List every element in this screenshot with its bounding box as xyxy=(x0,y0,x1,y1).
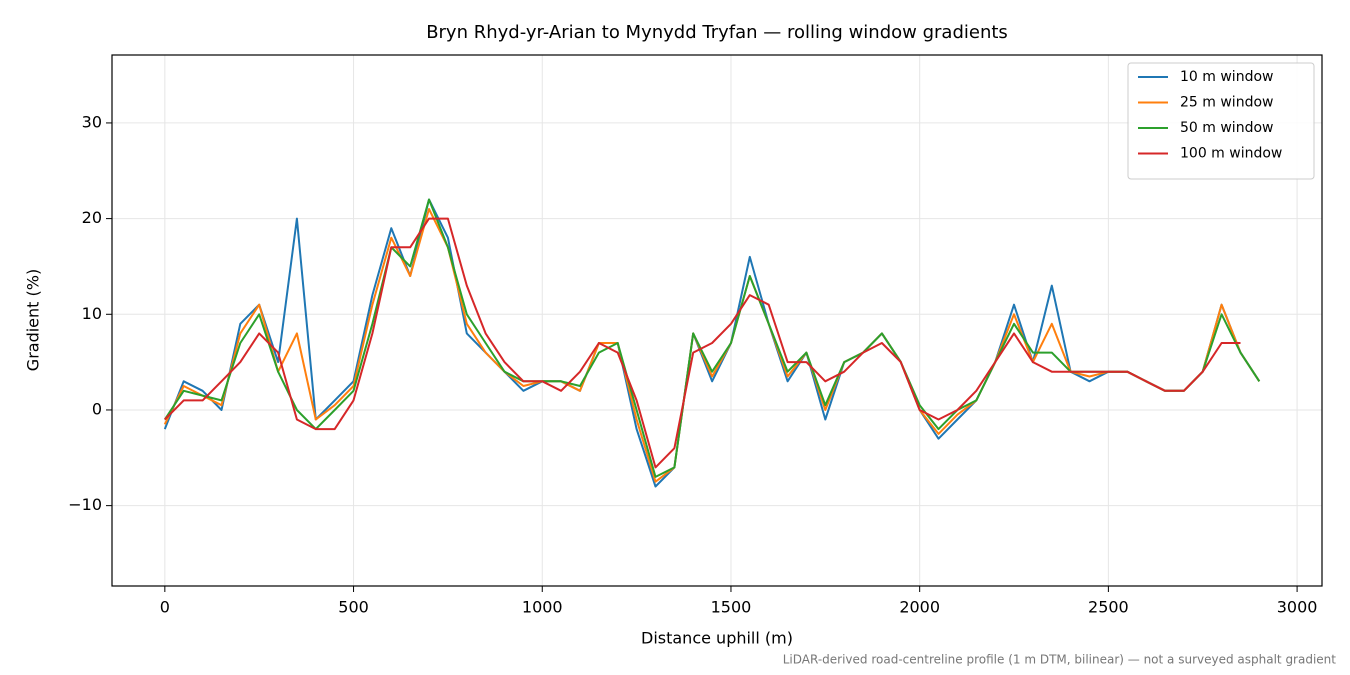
legend-label: 100 m window xyxy=(1180,146,1282,162)
legend: 10 m window 25 m window 50 m window 100 m w… xyxy=(1127,62,1315,180)
x-tick-label: 2500 xyxy=(1088,598,1129,617)
x-tick-label: 1000 xyxy=(522,598,563,617)
legend-frame xyxy=(1127,62,1315,180)
x-tick-label: 3000 xyxy=(1277,598,1318,617)
x-tick-label: 500 xyxy=(338,598,369,617)
x-tick-label: 0 xyxy=(160,598,170,617)
chart-title: Bryn Rhyd-yr-Arian to Mynydd Tryfan — ro… xyxy=(426,22,1008,43)
data-line xyxy=(164,217,1241,469)
x-axis-label: Distance uphill (m) xyxy=(641,629,793,648)
legend-label: 50 m window xyxy=(1180,120,1273,136)
data-line xyxy=(163,208,1261,483)
y-tick-label: 20 xyxy=(82,208,102,227)
y-tick-label: 10 xyxy=(82,304,102,323)
legend-label: 25 m window xyxy=(1180,95,1273,111)
data-line xyxy=(163,198,1261,488)
y-axis-label: Gradient (%) xyxy=(24,269,43,371)
x-tick-label: 2000 xyxy=(899,598,940,617)
y-tick-label: 30 xyxy=(82,112,102,131)
y-tick-label: −10 xyxy=(68,495,102,514)
plot-frame xyxy=(111,54,1323,587)
legend-label: 10 m window xyxy=(1180,69,1273,85)
y-tick-label: 0 xyxy=(92,399,102,418)
x-tick-label: 1500 xyxy=(711,598,752,617)
footnote: LiDAR-derived road-centreline profile (1… xyxy=(783,653,1337,667)
data-line xyxy=(163,198,1261,478)
